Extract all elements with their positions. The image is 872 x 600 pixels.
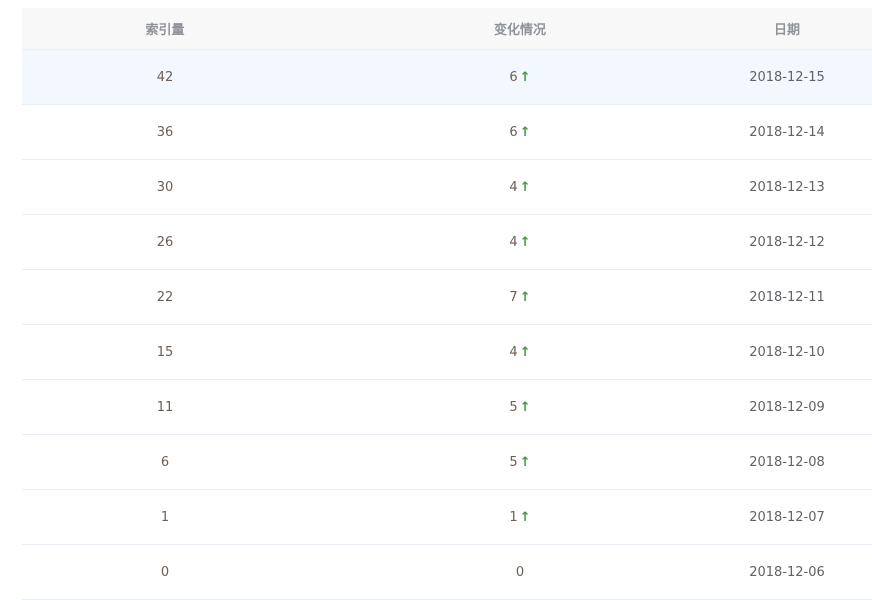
change-cell: 0: [308, 565, 732, 580]
change-value: 1: [509, 509, 518, 525]
change-value: 6: [509, 124, 518, 140]
change-cell: 4 ↑: [308, 345, 732, 360]
change-cell: 6 ↑: [308, 70, 732, 85]
change-value: 4: [509, 234, 518, 250]
date-cell: 2018-12-14: [749, 124, 825, 140]
date-cell: 2018-12-08: [749, 454, 825, 470]
table-row[interactable]: 22 7 ↑ 2018-12-11: [22, 270, 872, 325]
table-row[interactable]: 36 6 ↑ 2018-12-14: [22, 105, 872, 160]
table-row[interactable]: 6 5 ↑ 2018-12-08: [22, 435, 872, 490]
table-row[interactable]: 11 5 ↑ 2018-12-09: [22, 380, 872, 435]
index-cell: 42: [156, 69, 174, 85]
arrow-up-icon: ↑: [519, 179, 531, 195]
header-change[interactable]: 变化情况: [493, 23, 546, 38]
change-cell: 6 ↑: [308, 125, 732, 140]
change-value: 0: [515, 564, 525, 580]
change-value: 6: [509, 69, 518, 85]
date-cell: 2018-12-12: [749, 234, 825, 250]
table-header: 索引量 变化情况 日期: [22, 8, 872, 50]
index-cell: 15: [156, 344, 174, 360]
index-cell: 36: [156, 124, 174, 140]
change-value: 7: [509, 289, 518, 305]
arrow-up-icon: ↑: [519, 289, 531, 305]
change-value: 5: [509, 399, 518, 415]
date-cell: 2018-12-15: [749, 69, 825, 85]
index-cell: 1: [160, 509, 170, 525]
table-row[interactable]: 0 0 2018-12-06: [22, 545, 872, 600]
arrow-up-icon: ↑: [519, 509, 531, 525]
date-cell: 2018-12-09: [749, 399, 825, 415]
arrow-up-icon: ↑: [519, 454, 531, 470]
table-row[interactable]: 1 1 ↑ 2018-12-07: [22, 490, 872, 545]
table-row[interactable]: 26 4 ↑ 2018-12-12: [22, 215, 872, 270]
change-cell: 1 ↑: [308, 510, 732, 525]
table-row[interactable]: 15 4 ↑ 2018-12-10: [22, 325, 872, 380]
arrow-up-icon: ↑: [519, 234, 531, 250]
arrow-up-icon: ↑: [519, 124, 531, 140]
table-body: 42 6 ↑ 2018-12-15 36 6 ↑ 2018-12-14 30 4 ↑ 20…: [22, 50, 872, 600]
date-cell: 2018-12-06: [749, 564, 825, 580]
header-index[interactable]: 索引量: [145, 23, 185, 38]
date-cell: 2018-12-11: [749, 289, 825, 305]
change-cell: 5 ↑: [308, 400, 732, 415]
table-row[interactable]: 42 6 ↑ 2018-12-15: [22, 50, 872, 105]
arrow-up-icon: ↑: [519, 344, 531, 360]
index-cell: 11: [156, 399, 174, 415]
change-cell: 5 ↑: [308, 455, 732, 470]
date-cell: 2018-12-13: [749, 179, 825, 195]
index-cell: 6: [160, 454, 170, 470]
arrow-up-icon: ↑: [519, 69, 531, 85]
change-value: 5: [509, 454, 518, 470]
date-cell: 2018-12-10: [749, 344, 825, 360]
header-date[interactable]: 日期: [773, 23, 800, 38]
index-cell: 26: [156, 234, 174, 250]
date-cell: 2018-12-07: [749, 509, 825, 525]
change-value: 4: [509, 344, 518, 360]
index-cell: 22: [156, 289, 174, 305]
index-cell: 30: [156, 179, 174, 195]
change-cell: 4 ↑: [308, 180, 732, 195]
index-cell: 0: [160, 564, 170, 580]
arrow-up-icon: ↑: [519, 399, 531, 415]
change-value: 4: [509, 179, 518, 195]
table-row[interactable]: 30 4 ↑ 2018-12-13: [22, 160, 872, 215]
change-cell: 7 ↑: [308, 290, 732, 305]
index-table: 索引量 变化情况 日期 42 6 ↑ 2018-12-15 36 6 ↑ 2018-1…: [22, 8, 872, 600]
change-cell: 4 ↑: [308, 235, 732, 250]
